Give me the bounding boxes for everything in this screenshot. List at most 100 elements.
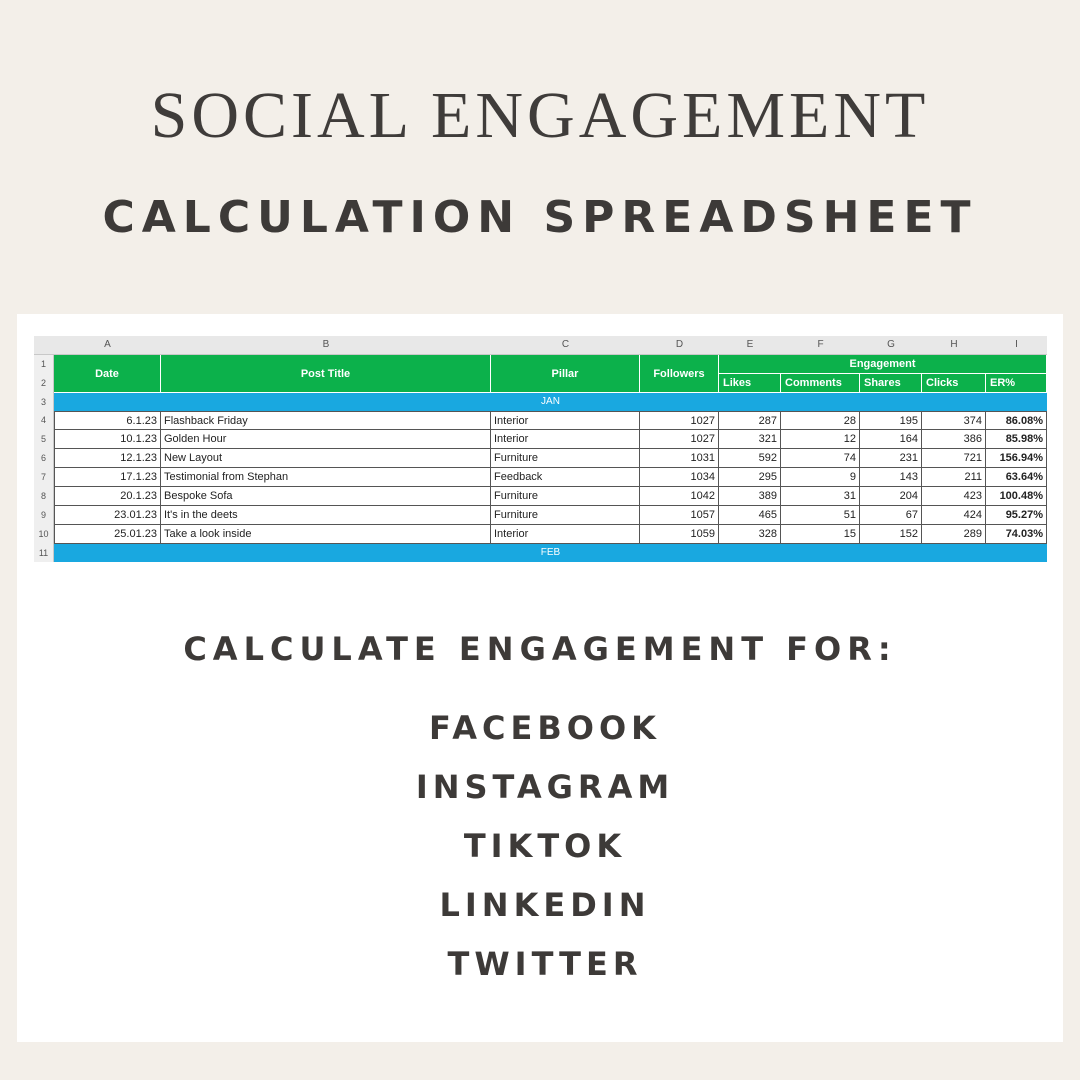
cell-er: 95.27%	[986, 506, 1047, 525]
header-comments: Comments	[781, 374, 860, 393]
cell-pillar: Interior	[491, 411, 640, 430]
table-row: 4 6.1.23 Flashback Friday Interior 1027 287 28…	[34, 411, 1047, 430]
cell-post-title: Take a look inside	[161, 525, 491, 544]
cell-er: 74.03%	[986, 525, 1047, 544]
cell-shares: 204	[860, 487, 922, 506]
cell-comments: 9	[781, 468, 860, 487]
cell-clicks: 423	[922, 487, 986, 506]
title-line-2: CALCULATION SPREADSHEET	[102, 192, 978, 243]
cell-pillar: Furniture	[491, 506, 640, 525]
cell-shares: 143	[860, 468, 922, 487]
cell-pillar: Interior	[491, 430, 640, 449]
row-number: 9	[34, 506, 54, 525]
row-number: 5	[34, 430, 54, 449]
cell-shares: 195	[860, 411, 922, 430]
row-number: 4	[34, 411, 54, 430]
cell-clicks: 721	[922, 449, 986, 468]
cell-post-title: Testimonial from Stephan	[161, 468, 491, 487]
header-rows: 1 2 Date Post Title Pillar Followers Eng…	[34, 355, 1047, 393]
cell-date: 10.1.23	[54, 430, 161, 449]
cell-likes: 328	[719, 525, 781, 544]
platform-item: TWITTER	[447, 945, 643, 983]
cell-shares: 164	[860, 430, 922, 449]
data-rows: 4 6.1.23 Flashback Friday Interior 1027 287 28…	[34, 411, 1047, 544]
cell-post-title: Bespoke Sofa	[161, 487, 491, 506]
cell-likes: 287	[719, 411, 781, 430]
cell-clicks: 424	[922, 506, 986, 525]
header-shares: Shares	[860, 374, 922, 393]
row-number: 10	[34, 525, 54, 544]
month-band-jan: 3 JAN	[34, 393, 1047, 411]
cell-post-title: It's in the deets	[161, 506, 491, 525]
column-letter: C	[561, 339, 570, 350]
cell-likes: 592	[719, 449, 781, 468]
cell-likes: 389	[719, 487, 781, 506]
column-letter: E	[746, 339, 754, 350]
column-letter: H	[950, 339, 958, 350]
header-clicks: Clicks	[922, 374, 986, 393]
cell-followers: 1027	[640, 430, 719, 449]
header-post-title: Post Title	[161, 355, 491, 393]
table-row: 10 25.01.23 Take a look inside Interior 1059…	[34, 525, 1047, 544]
cell-er: 63.64%	[986, 468, 1047, 487]
row-number: 7	[34, 468, 54, 487]
platform-item: TIKTOK	[463, 827, 627, 865]
column-letter: G	[887, 339, 895, 350]
cell-comments: 31	[781, 487, 860, 506]
cell-date: 12.1.23	[54, 449, 161, 468]
cell-comments: 12	[781, 430, 860, 449]
row-number: 3	[34, 393, 54, 411]
header-date: Date	[54, 355, 161, 393]
cell-pillar: Interior	[491, 525, 640, 544]
cell-comments: 51	[781, 506, 860, 525]
cell-date: 25.01.23	[54, 525, 161, 544]
cell-post-title: New Layout	[161, 449, 491, 468]
cell-comments: 15	[781, 525, 860, 544]
row-number: 1	[34, 355, 54, 374]
column-letter: D	[675, 339, 684, 350]
cell-clicks: 211	[922, 468, 986, 487]
cell-pillar: Furniture	[491, 487, 640, 506]
cell-date: 6.1.23	[54, 411, 161, 430]
platform-item: INSTAGRAM	[415, 768, 675, 806]
cell-clicks: 374	[922, 411, 986, 430]
cell-clicks: 386	[922, 430, 986, 449]
header-engagement: Engagement	[719, 355, 1047, 374]
platform-item: LINKEDIN	[439, 886, 651, 924]
cell-comments: 74	[781, 449, 860, 468]
table-row: 9 23.01.23 It's in the deets Furniture 1057 4…	[34, 506, 1047, 525]
cell-likes: 465	[719, 506, 781, 525]
cell-date: 20.1.23	[54, 487, 161, 506]
cell-likes: 295	[719, 468, 781, 487]
row-number: 8	[34, 487, 54, 506]
month-label: JAN	[54, 393, 1047, 411]
header-followers: Followers	[640, 355, 719, 393]
title-line-1: SOCIAL ENGAGEMENT	[150, 79, 930, 152]
cell-post-title: Golden Hour	[161, 430, 491, 449]
cell-er: 100.48%	[986, 487, 1047, 506]
table-row: 5 10.1.23 Golden Hour Interior 1027 321 12 164 3…	[34, 430, 1047, 449]
table-row: 6 12.1.23 New Layout Furniture 1031 592 74 231 7…	[34, 449, 1047, 468]
content-card: A B C D E F G H I 1 2 Date Post Title Pi…	[17, 314, 1063, 1042]
spreadsheet: A B C D E F G H I 1 2 Date Post Title Pi…	[34, 336, 1047, 562]
calculate-heading: CALCULATE ENGAGEMENT FOR:	[183, 630, 897, 668]
cell-er: 86.08%	[986, 411, 1047, 430]
platform-item: FACEBOOK	[429, 709, 661, 747]
cell-followers: 1057	[640, 506, 719, 525]
cell-clicks: 289	[922, 525, 986, 544]
cell-date: 23.01.23	[54, 506, 161, 525]
table-row: 7 17.1.23 Testimonial from Stephan Feedback…	[34, 468, 1047, 487]
cell-er: 85.98%	[986, 430, 1047, 449]
cell-pillar: Furniture	[491, 449, 640, 468]
cell-followers: 1027	[640, 411, 719, 430]
cell-likes: 321	[719, 430, 781, 449]
cell-shares: 67	[860, 506, 922, 525]
cell-date: 17.1.23	[54, 468, 161, 487]
header-likes: Likes	[719, 374, 781, 393]
column-letter: A	[104, 339, 111, 350]
cell-followers: 1059	[640, 525, 719, 544]
table-row: 8 20.1.23 Bespoke Sofa Furniture 1042 389 31 20…	[34, 487, 1047, 506]
cell-pillar: Feedback	[491, 468, 640, 487]
cell-followers: 1031	[640, 449, 719, 468]
cell-shares: 231	[860, 449, 922, 468]
